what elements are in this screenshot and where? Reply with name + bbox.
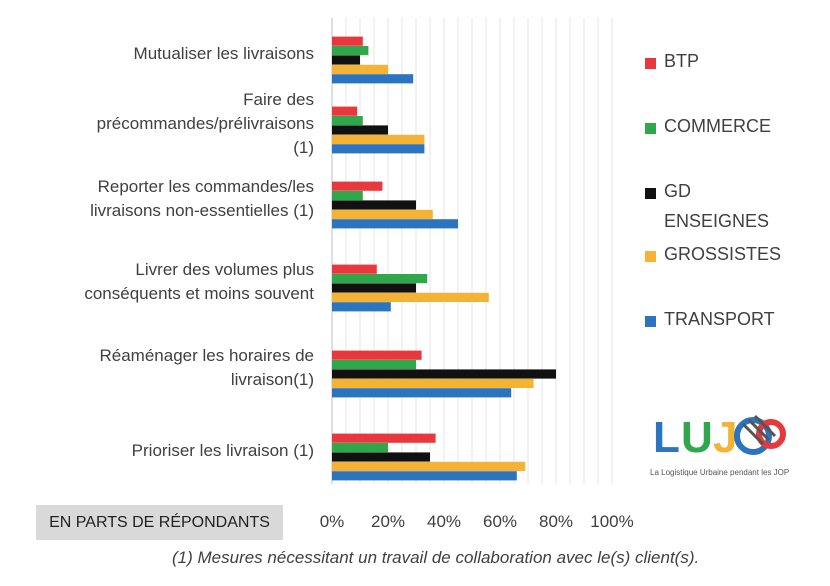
legend-item: GROSSISTES [645,244,781,269]
svg-text:L: L [653,413,680,462]
legend-swatch [645,316,656,327]
bar-transport-5 [332,471,517,481]
x-tick-label: 100% [590,512,634,531]
bar-grossistes-0 [332,64,388,74]
bar-btp-3 [332,264,377,274]
x-tick-label: 40% [426,512,462,531]
category-label: Faire des précommandes/prélivraisons (1) [96,90,314,157]
legend-label: GROSSISTES [664,244,782,264]
unit-label: EN PARTS DE RÉPONDANTS [36,505,283,540]
svg-text:J: J [713,413,737,462]
category-label: Prioriser les livraison (1) [131,441,314,460]
legend-label: TRANSPORT [664,309,775,329]
bar-commerce-2 [332,191,363,201]
footnote: (1) Mesures nécessitant un travail de co… [172,548,700,567]
bar-grossistes-2 [332,209,433,219]
bar-transport-3 [332,302,391,312]
bar-commerce-1 [332,116,363,126]
bar-commerce-5 [332,443,388,453]
legend-swatch [645,58,656,69]
bar-btp-1 [332,106,358,116]
x-tick-label: 0% [319,512,345,531]
bar-btp-2 [332,181,383,191]
bar-grossistes-4 [332,378,534,388]
bar-gd-enseignes-5 [332,452,430,462]
bar-gd-enseignes-1 [332,125,388,135]
x-tick-label: 20% [370,512,406,531]
lujop-logo: L U J [653,413,786,462]
bar-transport-2 [332,219,458,229]
bar-btp-4 [332,350,422,360]
legend-swatch [645,188,656,199]
bar-commerce-0 [332,46,369,56]
legend-item: GD ENSEIGNES [645,181,769,236]
legend-item: COMMERCE [645,116,771,141]
legend-swatch [645,123,656,134]
bar-commerce-4 [332,360,416,370]
svg-text:U: U [681,413,713,462]
bar-grossistes-1 [332,134,425,144]
bar-transport-4 [332,388,512,398]
bar-transport-1 [332,144,425,154]
legend-item: BTP [645,51,699,76]
legend-label: COMMERCE [664,116,771,136]
legend-label: GD ENSEIGNES [664,181,770,231]
bar-transport-0 [332,74,414,84]
category-label: Reporter les commandes/les livraisons non… [90,177,314,220]
bar-gd-enseignes-3 [332,283,416,293]
bar-btp-0 [332,36,363,46]
logo-caption: La Logistique Urbaine pendant les JOP [650,468,790,477]
bar-gd-enseignes-2 [332,200,416,210]
bar-gd-enseignes-0 [332,55,360,65]
bar-grossistes-3 [332,292,489,302]
bar-gd-enseignes-4 [332,369,556,379]
bar-grossistes-5 [332,461,526,471]
legend-item: TRANSPORT [645,309,775,334]
category-label: Réaménager les horaires de livraison(1) [99,346,314,389]
category-label: Livrer des volumes plus conséquents et mo… [84,260,314,303]
bar-btp-5 [332,433,436,443]
bar-commerce-3 [332,274,428,284]
legend-label: BTP [664,51,700,71]
category-label: Mutualiser les livraisons [133,44,314,63]
x-tick-label: 60% [482,512,518,531]
x-tick-label: 80% [538,512,574,531]
legend-swatch [645,251,656,262]
